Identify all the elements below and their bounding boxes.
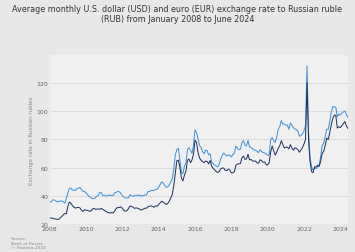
Y-axis label: Exchange rate in Russian rubles: Exchange rate in Russian rubles bbox=[29, 96, 34, 184]
Text: Source:
Bank of Russia
© Statista 2024: Source: Bank of Russia © Statista 2024 bbox=[11, 236, 45, 249]
Text: Average monthly U.S. dollar (USD) and euro (EUR) exchange rate to Russian ruble
: Average monthly U.S. dollar (USD) and eu… bbox=[12, 5, 343, 24]
